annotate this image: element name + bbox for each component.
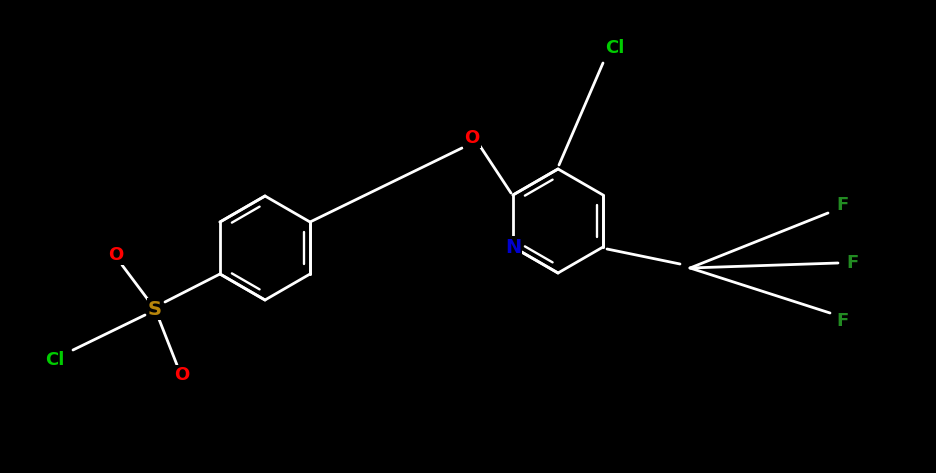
- Text: Cl: Cl: [605, 39, 624, 57]
- Text: Cl: Cl: [45, 351, 65, 369]
- Text: O: O: [109, 246, 124, 264]
- Text: N: N: [505, 237, 520, 256]
- Text: F: F: [835, 312, 847, 330]
- Text: O: O: [174, 366, 189, 384]
- Text: O: O: [464, 129, 479, 147]
- Text: F: F: [845, 254, 857, 272]
- Text: S: S: [148, 299, 162, 318]
- Text: F: F: [835, 196, 847, 214]
